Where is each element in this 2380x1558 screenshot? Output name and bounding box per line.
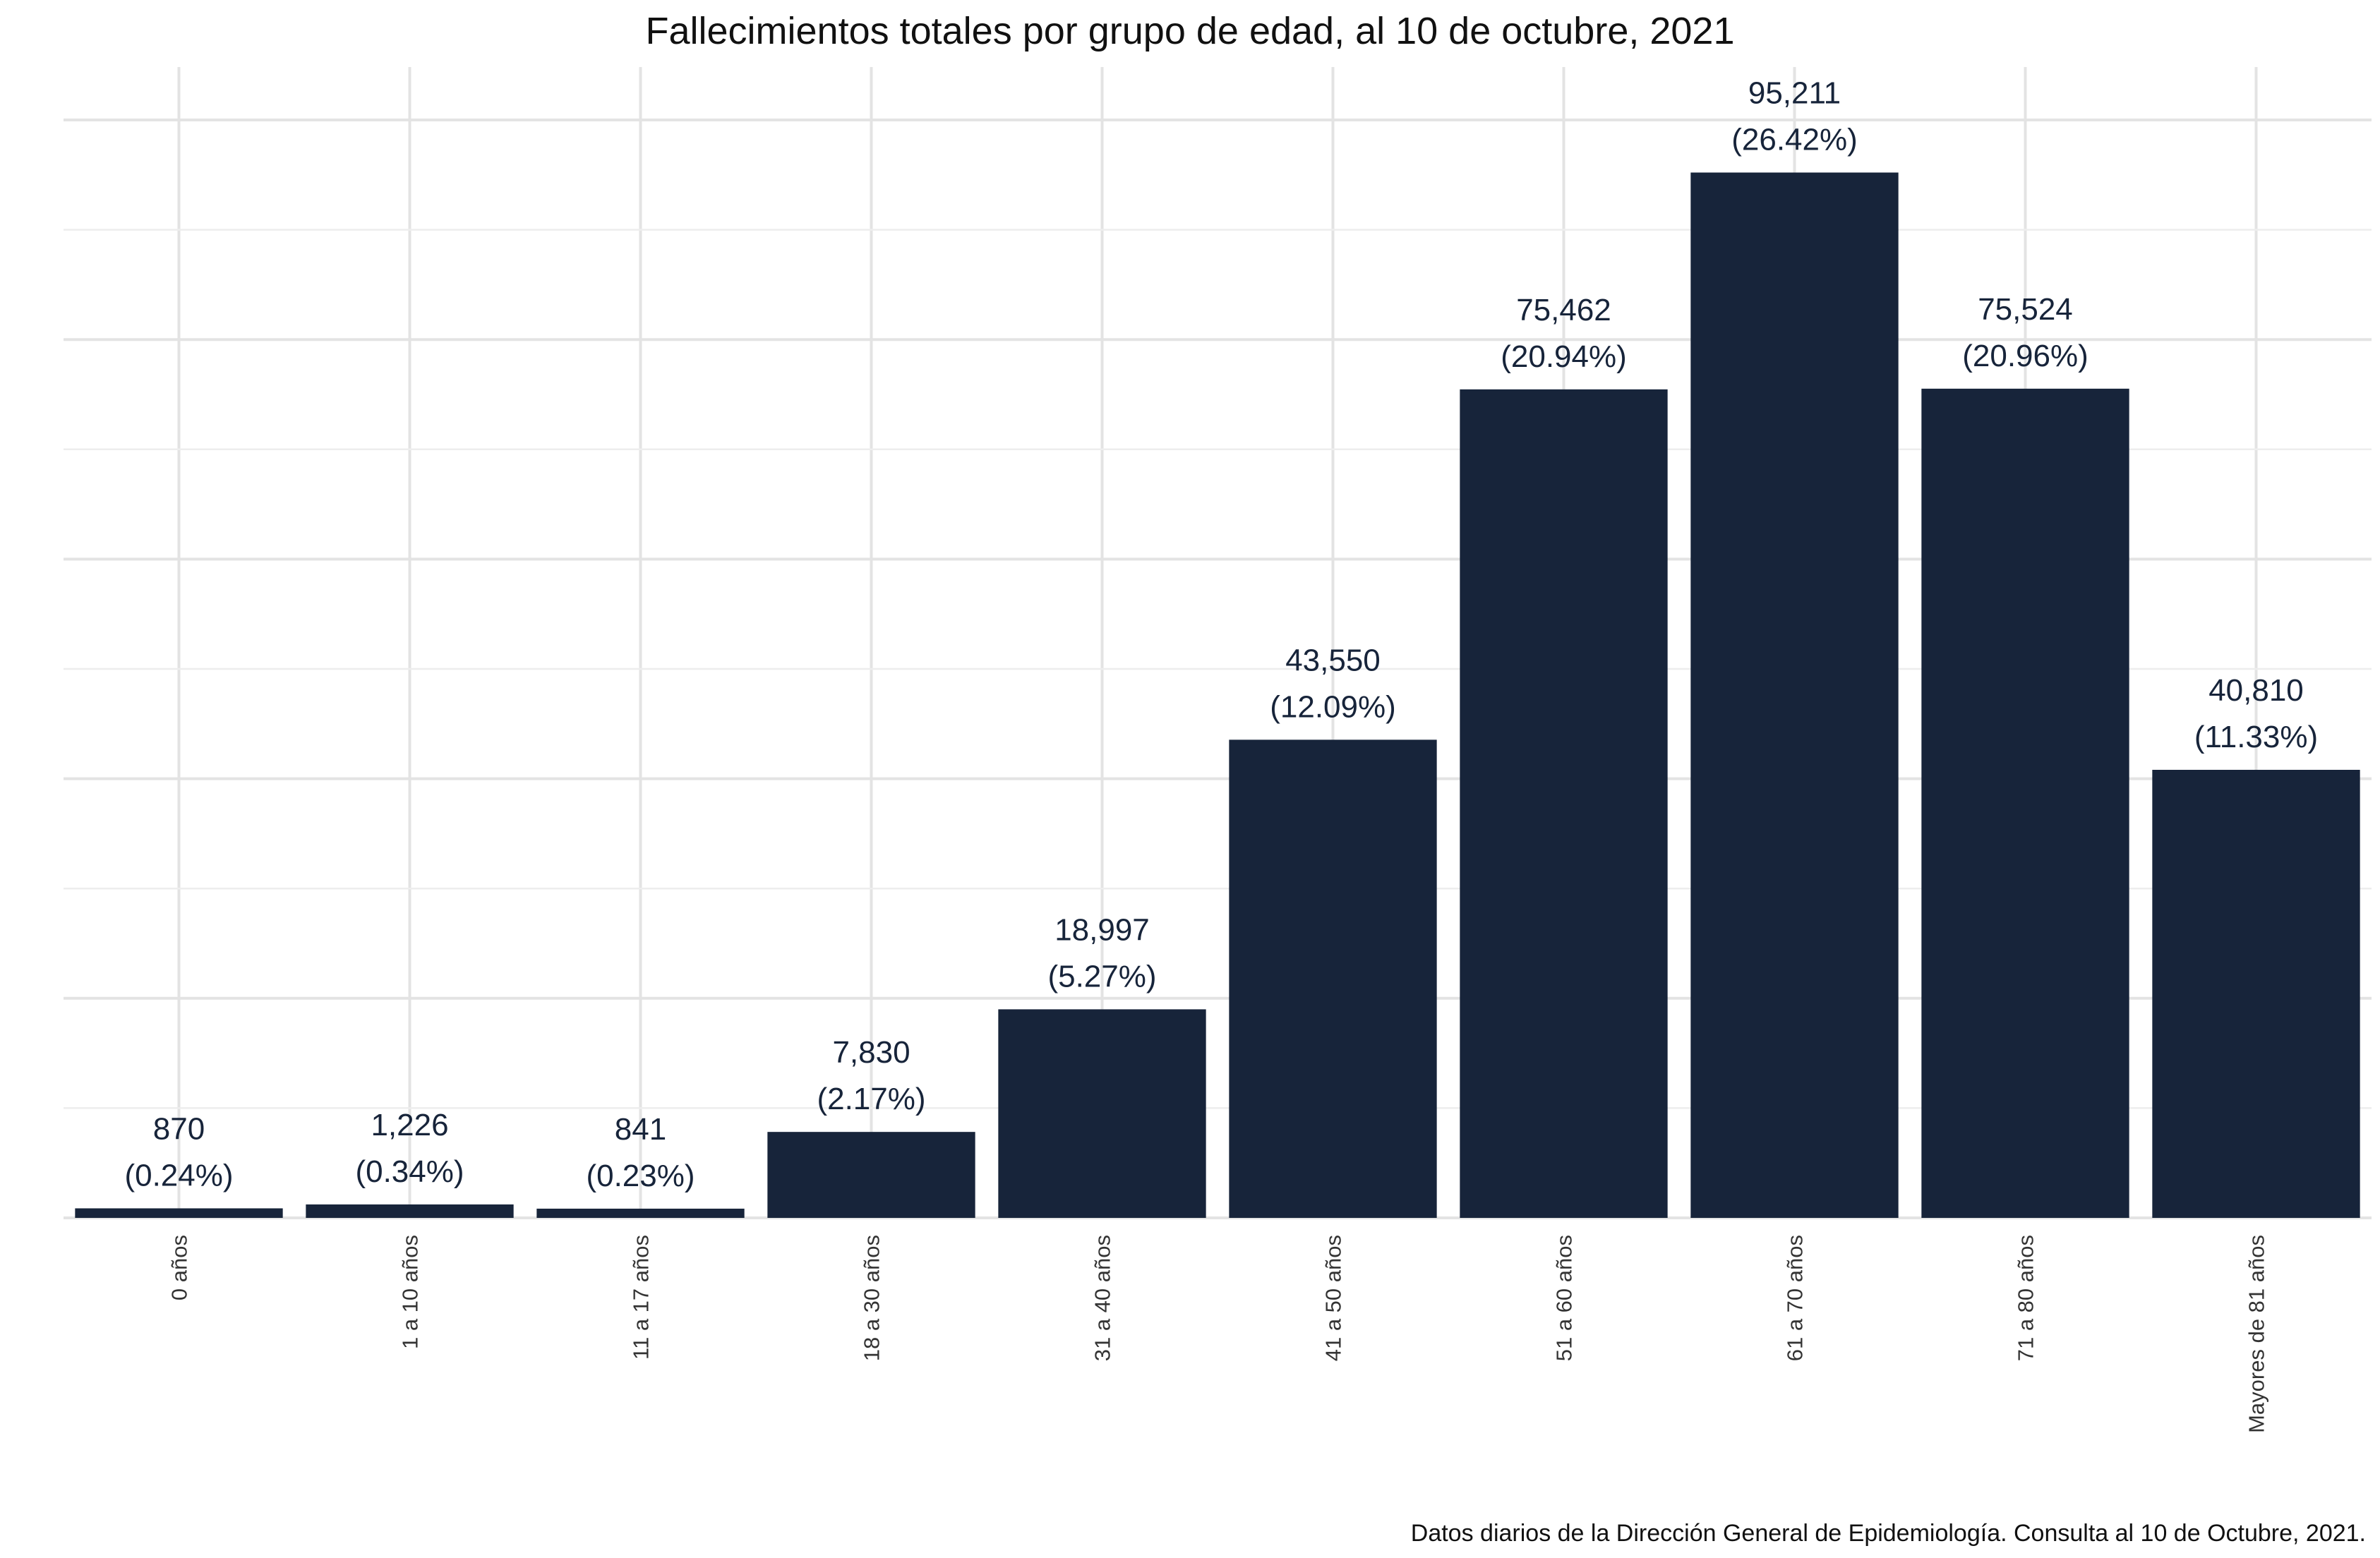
bar xyxy=(1921,388,2129,1218)
percent-label: (20.94%) xyxy=(1501,339,1627,374)
x-tick-label: 11 a 17 años xyxy=(629,1235,654,1360)
x-tick-label: 1 a 10 años xyxy=(398,1235,423,1349)
value-label: 841 xyxy=(615,1112,666,1147)
chart-title: Fallecimientos totales por grupo de edad… xyxy=(645,10,1734,52)
bar xyxy=(1229,739,1437,1218)
percent-label: (12.09%) xyxy=(1270,689,1396,724)
percent-label: (0.23%) xyxy=(586,1159,695,1193)
value-label: 870 xyxy=(153,1111,205,1146)
percent-label: (20.96%) xyxy=(1962,339,2088,373)
bar xyxy=(998,1009,1206,1218)
bar xyxy=(1690,172,1899,1218)
x-axis-tick-labels: 0 años 1 a 10 años 11 a 17 años 18 a 30 año… xyxy=(167,1235,2269,1433)
x-tick-label: 18 a 30 años xyxy=(860,1235,884,1361)
percent-label: (2.17%) xyxy=(817,1082,925,1116)
value-label: 75,462 xyxy=(1516,293,1611,327)
x-tick-label: 51 a 60 años xyxy=(1552,1235,1577,1361)
x-tick-label: 61 a 70 años xyxy=(1783,1235,1808,1361)
value-label: 1,226 xyxy=(371,1108,448,1142)
percent-label: (0.34%) xyxy=(355,1154,464,1189)
percent-label: (26.42%) xyxy=(1731,123,1858,157)
value-label: 18,997 xyxy=(1054,912,1150,947)
value-label: 75,524 xyxy=(1978,292,2073,327)
x-tick-label: 0 años xyxy=(167,1235,192,1300)
bar xyxy=(536,1208,745,1218)
value-label: 95,211 xyxy=(1748,76,1841,111)
bar xyxy=(306,1204,514,1218)
percent-label: (0.24%) xyxy=(124,1158,233,1192)
value-label: 43,550 xyxy=(1285,643,1381,677)
x-tick-label: 71 a 80 años xyxy=(2014,1235,2038,1361)
bar xyxy=(75,1208,283,1218)
value-label: 40,810 xyxy=(2208,673,2304,708)
bar xyxy=(2152,769,2360,1218)
bars xyxy=(75,172,2360,1218)
x-tick-label: 31 a 40 años xyxy=(1090,1235,1115,1361)
chart-caption: Datos diarios de la Dirección General de… xyxy=(1411,1520,2366,1547)
value-label: 7,830 xyxy=(832,1035,910,1070)
percent-label: (5.27%) xyxy=(1047,959,1156,994)
bar xyxy=(767,1132,975,1218)
percent-label: (11.33%) xyxy=(2194,720,2318,754)
x-tick-label: 41 a 50 años xyxy=(1321,1235,1346,1361)
data-labels: (0.24%) 870 (0.34%) 1,226 (0.23%) 841 (2.17%) 7… xyxy=(124,76,2318,1193)
x-tick-label: Mayores de 81 años xyxy=(2244,1235,2269,1433)
bar xyxy=(1460,389,1668,1218)
